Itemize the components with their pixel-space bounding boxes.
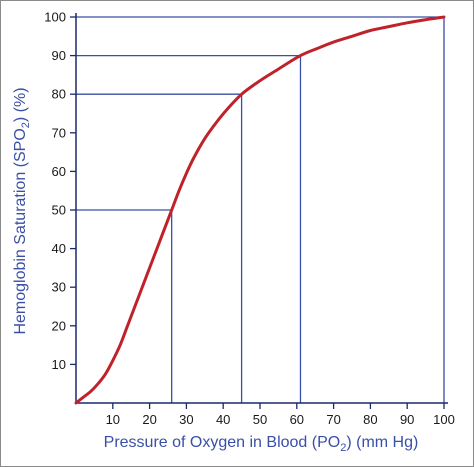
y-tick-label-20: 20 <box>52 318 66 333</box>
y-tick-label-60: 60 <box>52 164 66 179</box>
y-ticks: 10 20 30 40 50 60 70 80 90 100 <box>44 10 76 372</box>
x-axis-title-subscript: 2 <box>340 442 346 454</box>
saturation-curve-0 <box>74 15 446 405</box>
y-axis-title-subscript: 2 <box>20 122 32 128</box>
axes <box>75 13 448 404</box>
x-tick-label-100: 100 <box>433 412 455 427</box>
x-tick-label-70: 70 <box>326 412 340 427</box>
y-tick-label-90: 90 <box>52 48 66 63</box>
y-tick-label-50: 50 <box>52 203 66 218</box>
y-axis-title-main: Hemoglobin Saturation (SPO <box>12 128 29 334</box>
y-axis-title-end: ) (%) <box>12 87 29 122</box>
x-tick-label-30: 30 <box>179 412 193 427</box>
y-axis-title: Hemoglobin Saturation (SPO2) (%) <box>12 87 32 334</box>
x-tick-label-50: 50 <box>253 412 267 427</box>
curve-layer <box>74 15 446 405</box>
reference-lines <box>76 16 445 403</box>
x-tick-label-60: 60 <box>290 412 304 427</box>
y-tick-label-80: 80 <box>52 87 66 102</box>
x-tick-label-80: 80 <box>363 412 377 427</box>
x-tick-label-40: 40 <box>216 412 230 427</box>
x-ticks: 10 20 30 40 50 60 70 80 90 100 <box>106 403 455 427</box>
y-tick-label-100: 100 <box>44 10 66 25</box>
x-axis-title: Pressure of Oxygen in Blood (PO2) (mm Hg… <box>104 434 419 454</box>
x-tick-label-10: 10 <box>106 412 120 427</box>
y-tick-label-30: 30 <box>52 280 66 295</box>
x-axis-title-main: Pressure of Oxygen in Blood (PO <box>104 434 341 451</box>
y-tick-label-40: 40 <box>52 241 66 256</box>
x-tick-label-20: 20 <box>142 412 156 427</box>
y-tick-label-10: 10 <box>52 357 66 372</box>
y-tick-label-70: 70 <box>52 125 66 140</box>
x-tick-label-90: 90 <box>400 412 414 427</box>
x-axis-title-end: ) (mm Hg) <box>346 434 418 451</box>
